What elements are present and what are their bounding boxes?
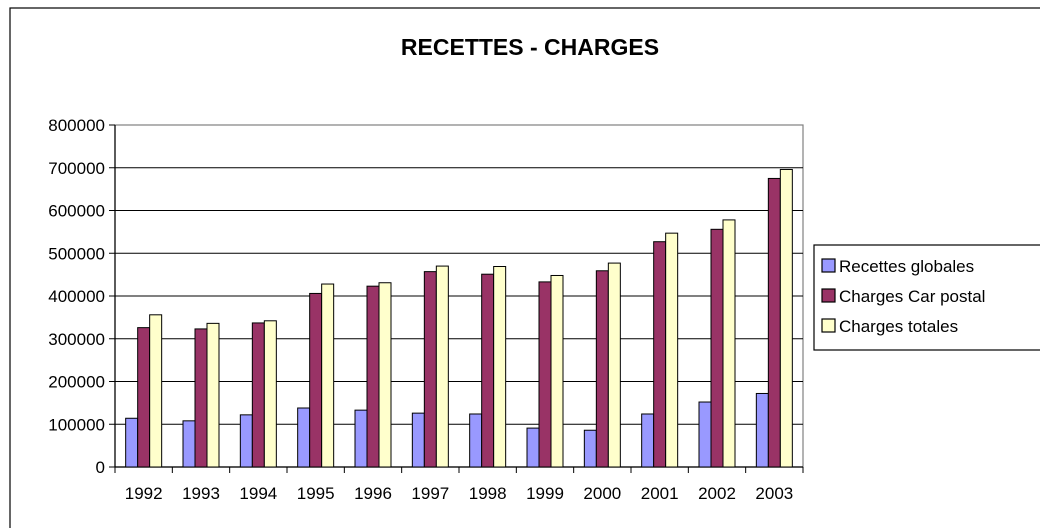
bar	[435, 265, 449, 468]
bar	[665, 232, 679, 468]
y-tick-label: 200000	[48, 373, 105, 392]
bar	[607, 262, 621, 468]
bar	[641, 413, 655, 468]
bar	[550, 274, 564, 468]
bar	[194, 328, 208, 468]
x-tick-label: 1999	[526, 484, 564, 503]
legend: Recettes globales Charges Car postal Charg…	[813, 244, 1040, 351]
bar	[411, 412, 425, 468]
bar	[206, 322, 220, 468]
bar	[698, 401, 712, 468]
bar	[595, 270, 609, 468]
bar	[481, 273, 495, 468]
bar	[137, 327, 151, 468]
bar	[354, 409, 368, 468]
x-tick-label: 1993	[182, 484, 220, 503]
legend-label: Recettes globales	[839, 257, 974, 276]
y-tick-label: 400000	[48, 287, 105, 306]
legend-label: Charges totales	[839, 317, 958, 336]
x-tick-label: 1997	[411, 484, 449, 503]
plot-area: 0 100000 200000 300000 400000 500000 600000 700…	[48, 116, 804, 503]
x-tick-label: 1998	[469, 484, 507, 503]
x-tick-label: 2002	[698, 484, 736, 503]
y-tick-label: 100000	[48, 415, 105, 434]
legend-swatch	[821, 318, 836, 333]
bar	[653, 241, 667, 468]
x-tick-label: 1994	[239, 484, 277, 503]
chart-title: RECETTES - CHARGES	[401, 34, 659, 60]
bar	[755, 392, 769, 468]
legend-box	[813, 244, 1040, 351]
x-tick-label: 1996	[354, 484, 392, 503]
bar	[251, 322, 265, 468]
x-tick-label: 2000	[583, 484, 621, 503]
bar	[526, 427, 540, 468]
x-tick-label: 1992	[125, 484, 163, 503]
x-tick-label: 2003	[755, 484, 793, 503]
bar	[469, 413, 483, 468]
bar	[423, 271, 437, 468]
y-tick-label: 500000	[48, 244, 105, 263]
y-tick-label: 600000	[48, 202, 105, 221]
bar	[538, 281, 552, 468]
y-tick-label: 800000	[48, 116, 105, 135]
bar	[149, 314, 163, 468]
bar	[366, 285, 380, 468]
bar	[767, 177, 781, 468]
bar	[378, 282, 392, 468]
bar	[125, 417, 139, 468]
bar	[297, 407, 311, 468]
bar	[239, 414, 253, 468]
legend-swatch	[821, 258, 836, 273]
bar	[583, 429, 597, 468]
bar	[263, 320, 277, 468]
y-tick-label: 300000	[48, 330, 105, 349]
bar	[321, 283, 335, 468]
legend-label: Charges Car postal	[839, 287, 985, 306]
x-tick-label: 1995	[297, 484, 335, 503]
x-tick-label: 2001	[641, 484, 679, 503]
bar	[493, 266, 507, 468]
y-tick-label: 700000	[48, 159, 105, 178]
bar	[710, 228, 724, 468]
legend-swatch	[821, 288, 836, 303]
bar	[779, 168, 793, 468]
bar	[182, 420, 196, 468]
y-tick-label: 0	[96, 458, 105, 477]
bar	[309, 292, 323, 468]
bar	[722, 219, 736, 468]
